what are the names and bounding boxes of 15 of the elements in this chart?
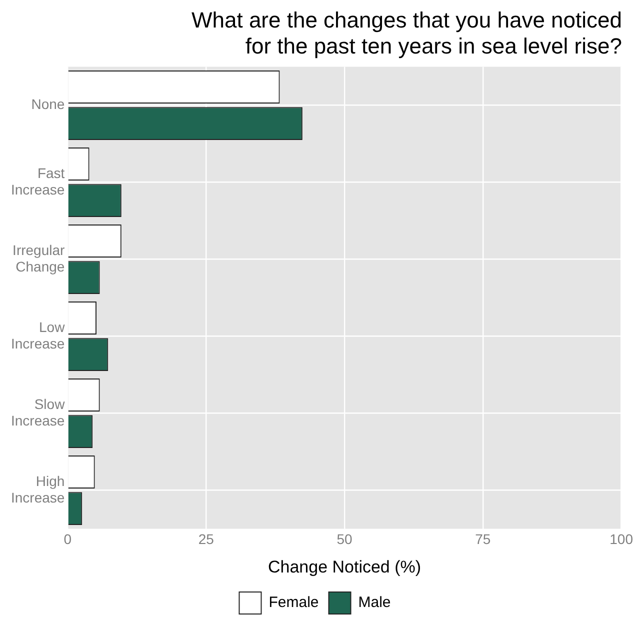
y-tick-label: Low Increase (10, 318, 66, 352)
legend-label: Female (268, 594, 319, 612)
x-axis-title: Change Noticed (%) (268, 557, 422, 576)
y-tick-label: Slow Increase (10, 396, 66, 429)
y-tick-label: None (31, 96, 65, 112)
x-tick-label: 25 (198, 531, 214, 548)
y-tick-label: Irregular Change (12, 242, 66, 275)
x-tick-label: 75 (475, 531, 491, 548)
x-tick-label: 100 (610, 531, 634, 548)
x-tick-label: 50 (336, 531, 353, 548)
legend-label: Male (358, 594, 391, 612)
x-tick-label: 0 (64, 531, 72, 548)
y-tick-label: High Increase (10, 472, 65, 506)
y-tick-label: Fast Increase (10, 164, 65, 198)
chart-title: What are the changes that you have noticed for the past ten years in sea level rise? (191, 7, 622, 59)
